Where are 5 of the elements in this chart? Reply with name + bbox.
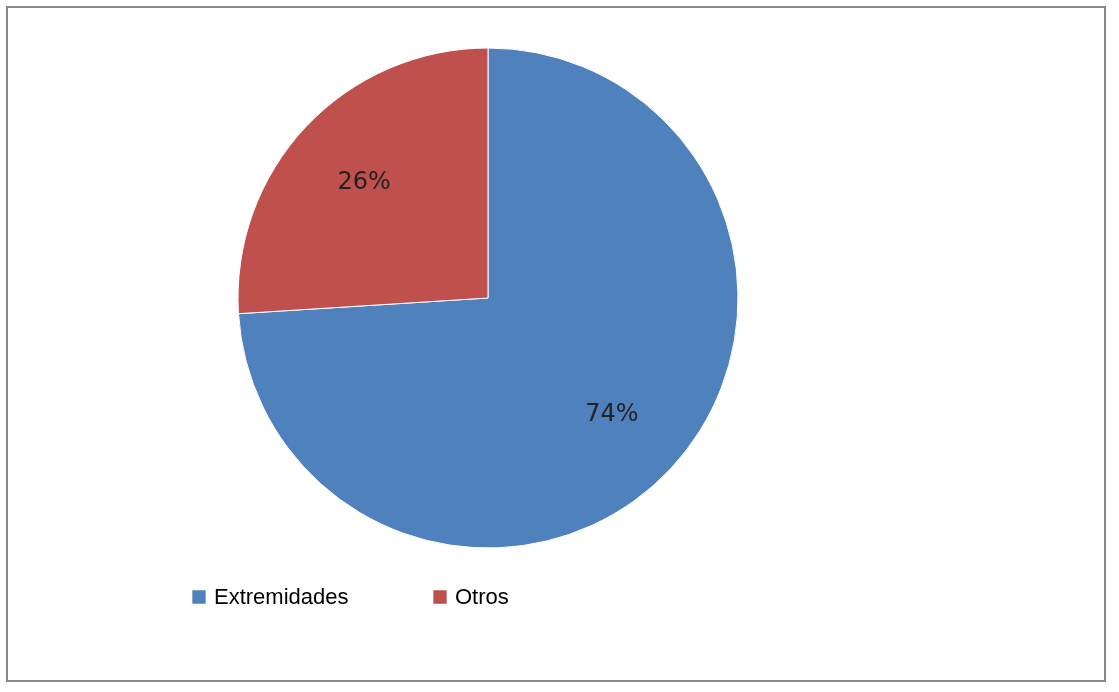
data-label: 26% bbox=[337, 166, 391, 195]
legend-label: Extremidades bbox=[214, 584, 349, 609]
data-label: 74% bbox=[585, 399, 639, 428]
legend-label: Otros bbox=[455, 584, 509, 609]
pie-slice bbox=[237, 47, 739, 549]
